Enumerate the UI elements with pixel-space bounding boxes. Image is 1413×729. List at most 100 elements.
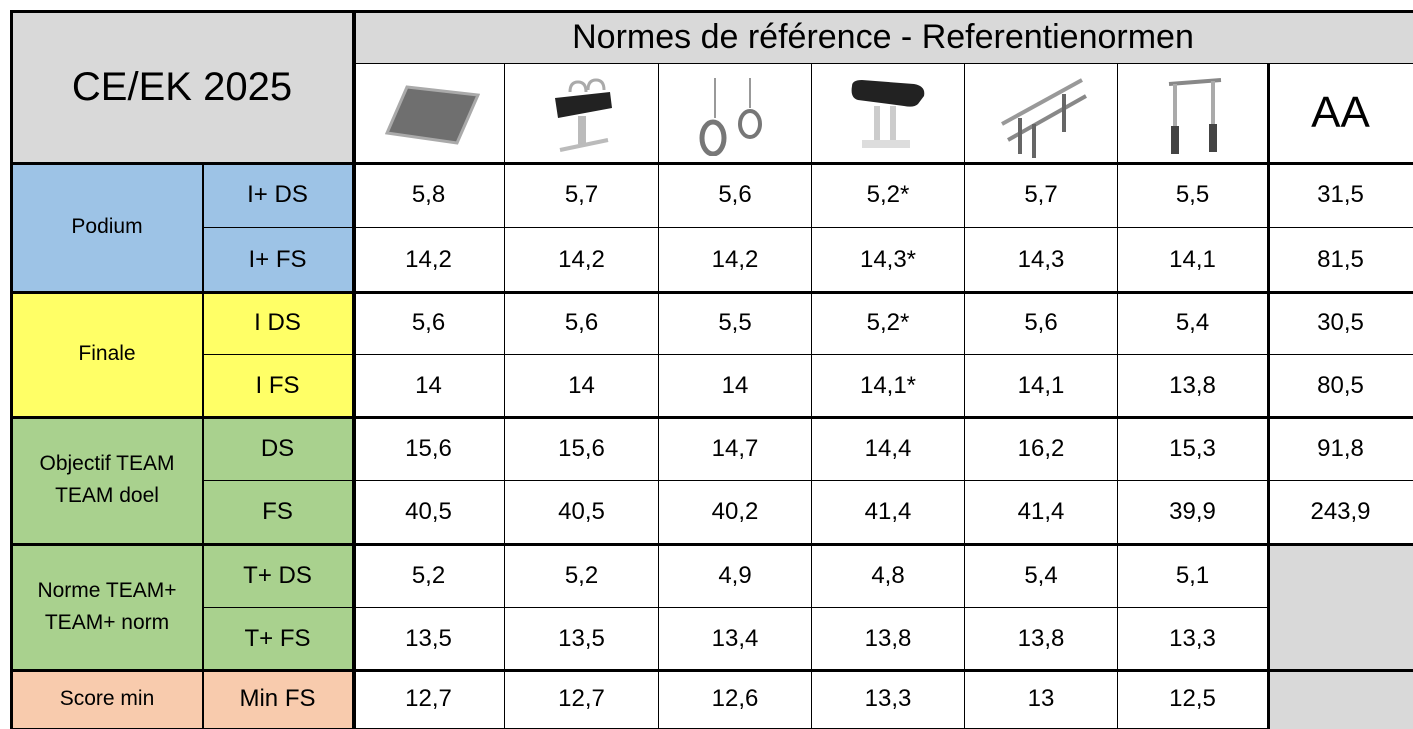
apparatus-cell	[965, 64, 1118, 163]
value-cell: 15,6	[353, 417, 505, 481]
value-cell: 14,2	[505, 228, 659, 292]
value-cell: 5,4	[965, 544, 1118, 608]
row-label: I DS	[203, 292, 353, 355]
value-cell: 41,4	[812, 481, 965, 544]
rule	[353, 10, 356, 729]
vault-icon	[851, 80, 925, 148]
value-cell: 12,7	[353, 670, 505, 729]
row-label: FS	[203, 481, 353, 544]
value-cell: 5,2	[505, 544, 659, 608]
value-cell: 14,7	[659, 417, 812, 481]
high-bar-icon	[1168, 78, 1222, 154]
rule	[10, 162, 1413, 165]
value-cell: 40,5	[353, 481, 505, 544]
group-label: Finale	[12, 292, 203, 417]
value-cell: 14,1	[965, 355, 1118, 417]
value-cell: 5,6	[659, 163, 812, 228]
value-cell: 13,5	[353, 608, 505, 670]
group-label: Score min	[12, 670, 203, 729]
value-cell: 40,5	[505, 481, 659, 544]
value-cell: 14,4	[812, 417, 965, 481]
rule	[10, 416, 1413, 419]
value-cell: 12,6	[659, 670, 812, 729]
value-cell: 80,5	[1268, 355, 1413, 417]
group-label: Norme TEAM+ TEAM+ norm	[12, 544, 203, 670]
row-label: I+ FS	[203, 228, 353, 292]
pommel-icon	[555, 78, 612, 152]
value-cell: 5,6	[353, 292, 505, 355]
value-cell: 12,7	[505, 670, 659, 729]
value-cell: 14,1*	[812, 355, 965, 417]
value-cell: 5,5	[659, 292, 812, 355]
value-cell: 14,3	[965, 228, 1118, 292]
rule	[202, 163, 204, 729]
value-cell: 14,1	[1118, 228, 1268, 292]
rings-icon	[699, 78, 762, 156]
value-cell: 39,9	[1118, 481, 1268, 544]
value-cell: 15,6	[505, 417, 659, 481]
value-cell: 91,8	[1268, 417, 1413, 481]
row-label: I+ DS	[203, 163, 353, 228]
value-cell: 14	[659, 355, 812, 417]
value-cell: 13,5	[505, 608, 659, 670]
row-label: T+ FS	[203, 608, 353, 670]
group-line: Finale	[78, 342, 136, 365]
rule	[10, 10, 13, 729]
value-cell: 5,7	[965, 163, 1118, 228]
value-cell: 30,5	[1268, 292, 1413, 355]
value-cell: 13,3	[812, 670, 965, 729]
value-cell: 5,6	[965, 292, 1118, 355]
rule	[10, 669, 1413, 672]
value-cell: 14	[505, 355, 659, 417]
value-cell: 14,3*	[812, 228, 965, 292]
value-cell: 5,2*	[812, 163, 965, 228]
value-cell: 4,9	[659, 544, 812, 608]
apparatus-cell	[659, 64, 812, 163]
row-label: Min FS	[203, 670, 353, 729]
value-cell: 16,2	[965, 417, 1118, 481]
value-cell: 14,2	[659, 228, 812, 292]
row-label: I FS	[203, 355, 353, 417]
group-line: Objectif TEAM	[39, 452, 175, 475]
value-cell: 13,8	[812, 608, 965, 670]
value-cell: 4,8	[812, 544, 965, 608]
value-cell: 5,2	[353, 544, 505, 608]
value-cell: 5,2*	[812, 292, 965, 355]
group-line: Podium	[71, 215, 143, 238]
aa-cell: AA	[1268, 64, 1413, 163]
group-label: Objectif TEAM TEAM doel	[12, 417, 203, 544]
floor-icon	[385, 85, 480, 145]
value-cell: 13,8	[965, 608, 1118, 670]
group-line: TEAM+ norm	[44, 610, 170, 634]
value-cell: 5,8	[353, 163, 505, 228]
value-cell: 81,5	[1268, 228, 1413, 292]
title-cell: CE/EK 2025	[12, 12, 353, 163]
rule	[10, 10, 1413, 13]
value-cell: 243,9	[1268, 481, 1413, 544]
rule	[10, 543, 1413, 546]
group-line: Norme TEAM+	[37, 578, 177, 602]
value-cell: 14,2	[353, 228, 505, 292]
row-label: T+ DS	[203, 544, 353, 608]
value-cell: 15,3	[1118, 417, 1268, 481]
value-cell: 5,6	[505, 292, 659, 355]
value-cell: 14	[353, 355, 505, 417]
value-cell: 5,1	[1118, 544, 1268, 608]
aa-empty	[1268, 544, 1413, 729]
value-cell: 5,7	[505, 163, 659, 228]
value-cell: 13,4	[659, 608, 812, 670]
value-cell: 12,5	[1118, 670, 1268, 729]
subtitle-cell: Normes de référence - Referentienormen	[353, 12, 1413, 64]
value-cell: 31,5	[1268, 163, 1413, 228]
group-line: Score min	[59, 687, 155, 710]
row-label: DS	[203, 417, 353, 481]
rule	[10, 291, 1413, 294]
value-cell: 5,4	[1118, 292, 1268, 355]
value-cell: 40,2	[659, 481, 812, 544]
value-cell: 41,4	[965, 481, 1118, 544]
value-cell: 13,3	[1118, 608, 1268, 670]
value-cell: 13	[965, 670, 1118, 729]
value-cell: 13,8	[1118, 355, 1268, 417]
value-cell: 5,5	[1118, 163, 1268, 228]
